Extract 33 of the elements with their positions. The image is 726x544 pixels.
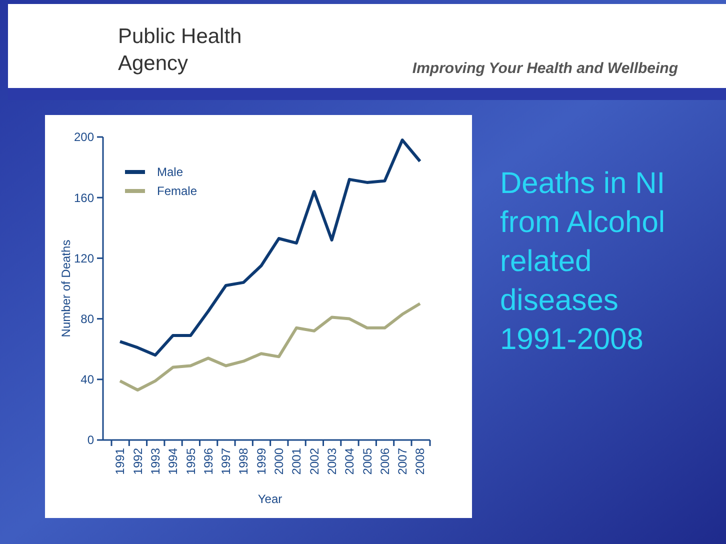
x-tick-label: 2005: [360, 448, 374, 475]
y-tick-label: 80: [80, 312, 94, 326]
x-tick-label: 2004: [342, 448, 357, 475]
x-tick-label: 1995: [184, 448, 198, 475]
x-tick-label: 2000: [272, 448, 286, 475]
x-tick-label: 1996: [201, 448, 216, 475]
x-axis-title: Year: [258, 492, 282, 506]
y-axis-title: Number of Deaths: [59, 240, 73, 338]
legend-label: Female: [157, 184, 198, 198]
x-tick-label: 1993: [148, 448, 162, 475]
x-tick-label: 2007: [396, 448, 410, 475]
x-tick-label: 1994: [166, 448, 180, 475]
y-tick-label: 120: [74, 251, 94, 266]
y-tick-label: 160: [74, 190, 94, 205]
x-tick-label: 1999: [254, 448, 268, 475]
text: Public Health Agency: [118, 25, 242, 75]
line-series: [118, 138, 422, 357]
text: Deaths in NI from Alcohol related diseases 1991-2008: [500, 167, 666, 356]
x-tick-label: 2008: [413, 448, 428, 475]
y-tick-label: 0: [87, 433, 94, 448]
x-tick-label: 2001: [290, 448, 304, 475]
x-tick-label: 2006: [378, 448, 392, 475]
x-tick-label: 2003: [324, 448, 339, 475]
x-tick-label: 1998: [236, 448, 251, 475]
legend-label: Male: [157, 165, 184, 180]
line-series: [118, 302, 422, 392]
y-tick-label: 200: [74, 130, 94, 144]
x-tick-label: 1992: [130, 448, 145, 475]
x-tick-label: 2002: [307, 448, 322, 475]
x-tick-label: 1991: [113, 448, 128, 475]
x-tick-label: 1997: [219, 448, 234, 475]
y-tick-label: 40: [80, 372, 94, 387]
text: Improving Your Health and Wellbeing: [412, 60, 678, 77]
